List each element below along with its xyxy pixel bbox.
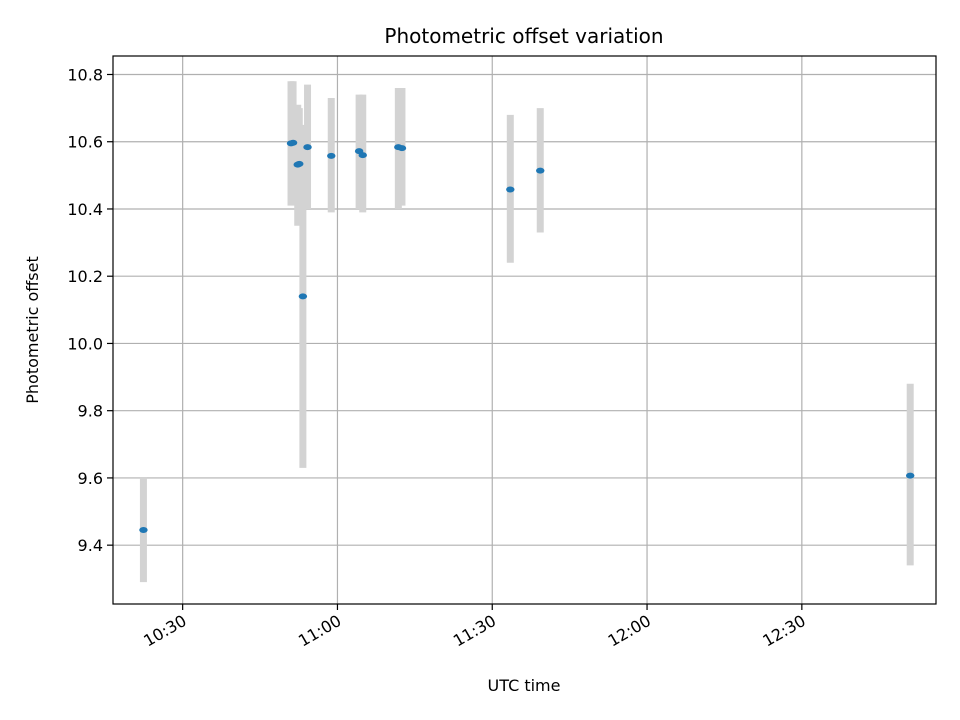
- data-points: [139, 139, 915, 534]
- data-point: [303, 144, 312, 151]
- data-point: [358, 152, 367, 159]
- data-point: [906, 472, 915, 479]
- grid: [113, 56, 936, 604]
- chart-title: Photometric offset variation: [384, 24, 663, 48]
- x-axis-label: UTC time: [488, 676, 561, 695]
- y-tick-label: 10.0: [67, 334, 103, 353]
- data-point: [536, 167, 545, 174]
- y-tick-label: 10.6: [67, 133, 103, 152]
- y-tick-label: 9.6: [78, 469, 103, 488]
- y-axis-ticks: 9.4 9.6 9.8 10.0 10.2 10.4 10.6 10.8: [67, 65, 113, 555]
- data-point: [295, 160, 304, 167]
- data-point: [139, 527, 148, 534]
- y-tick-label: 10.2: [67, 267, 103, 286]
- y-tick-label: 9.4: [78, 536, 103, 555]
- data-point: [298, 293, 308, 300]
- data-point: [288, 139, 298, 146]
- data-point: [506, 186, 515, 193]
- data-point: [327, 152, 336, 159]
- y-tick-label: 9.8: [78, 402, 103, 421]
- plot-area-frame: [112, 55, 937, 605]
- y-tick-label: 10.8: [67, 65, 103, 84]
- y-tick-label: 10.4: [67, 200, 103, 219]
- y-axis-label: Photometric offset: [23, 256, 42, 404]
- data-point: [397, 145, 407, 152]
